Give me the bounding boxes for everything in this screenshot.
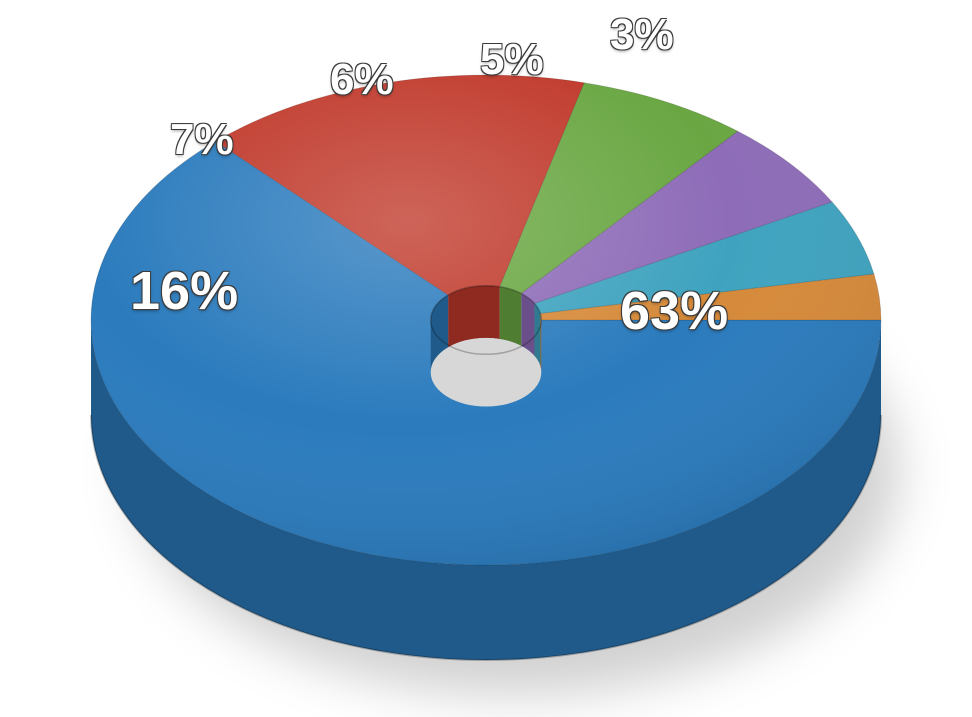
- donut-chart-svg: [0, 0, 972, 717]
- slice-label-1: 16%: [130, 260, 238, 322]
- inner-wall-1: [448, 286, 500, 348]
- hole-floor: [431, 338, 542, 407]
- slice-label-4: 5%: [480, 35, 544, 85]
- slice-label-0: 63%: [620, 280, 728, 342]
- slice-label-3: 6%: [330, 55, 394, 105]
- inner-wall-2: [500, 287, 521, 346]
- inner-wall-3: [521, 294, 534, 356]
- slice-label-5: 3%: [610, 10, 674, 60]
- donut-chart: 63% 16% 7% 6% 5% 3%: [0, 0, 972, 717]
- slice-label-2: 7%: [170, 115, 234, 165]
